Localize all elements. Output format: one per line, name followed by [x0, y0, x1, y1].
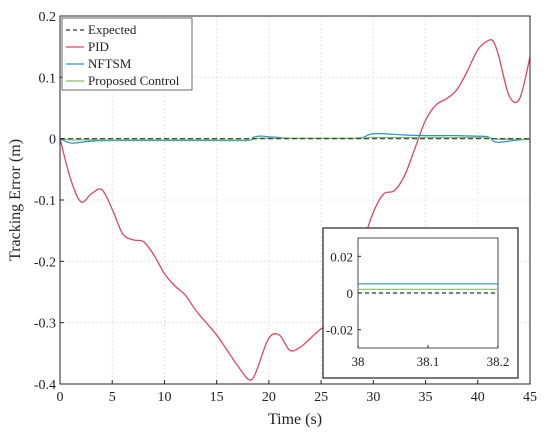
inset-y-tick-label: -0.02 [326, 323, 353, 338]
inset-x-tick-label: 38.1 [417, 354, 440, 369]
legend: Expected PID NFTSM Proposed Control [61, 17, 193, 91]
y-tick-label: -0.3 [34, 317, 56, 332]
y-tick-label: -0.4 [34, 378, 56, 393]
x-tick-label: 45 [523, 390, 537, 405]
inset-background [322, 227, 519, 379]
x-tick-label: 0 [57, 390, 64, 405]
x-tick-label: 20 [262, 390, 276, 405]
inset-y-tick-label: 0 [347, 286, 354, 301]
inset-y-tick-label: 0.02 [330, 249, 353, 264]
y-tick-label: 0.1 [39, 71, 57, 86]
series-line-pid [59, 39, 531, 381]
inset-x-tick-label: 38.2 [487, 354, 510, 369]
series-line-proposed-control [59, 136, 531, 141]
y-tick-label: -0.1 [34, 194, 56, 209]
y-axis-label: Tracking Error (m) [7, 139, 24, 261]
legend-label: NFTSM [88, 56, 132, 71]
legend-label: Proposed Control [88, 73, 180, 88]
y-tick-label: -0.2 [34, 255, 56, 270]
legend-label: Expected [88, 22, 137, 37]
x-tick-label: 35 [419, 390, 433, 405]
legend-label: PID [88, 39, 109, 54]
x-axis-label: Time (s) [268, 411, 322, 428]
y-tick-label: 0 [49, 133, 56, 148]
series-layer [59, 39, 531, 381]
inset-x-tick-label: 38 [352, 354, 365, 369]
tick-layer: 0 5 10 15 20 25 30 35 40 45 -0.4 -0.3 -0.2 -0.1 0 0.1 0.… [34, 10, 537, 405]
inset-chart: 38 38.1 38.2 0.02 0 -0.02 [322, 227, 519, 379]
y-tick-label: 0.2 [39, 10, 57, 25]
x-tick-label: 40 [471, 390, 485, 405]
x-tick-label: 30 [366, 390, 380, 405]
x-tick-label: 10 [157, 390, 171, 405]
x-tick-label: 15 [210, 390, 224, 405]
x-tick-label: 5 [109, 390, 116, 405]
x-tick-label: 25 [314, 390, 328, 405]
